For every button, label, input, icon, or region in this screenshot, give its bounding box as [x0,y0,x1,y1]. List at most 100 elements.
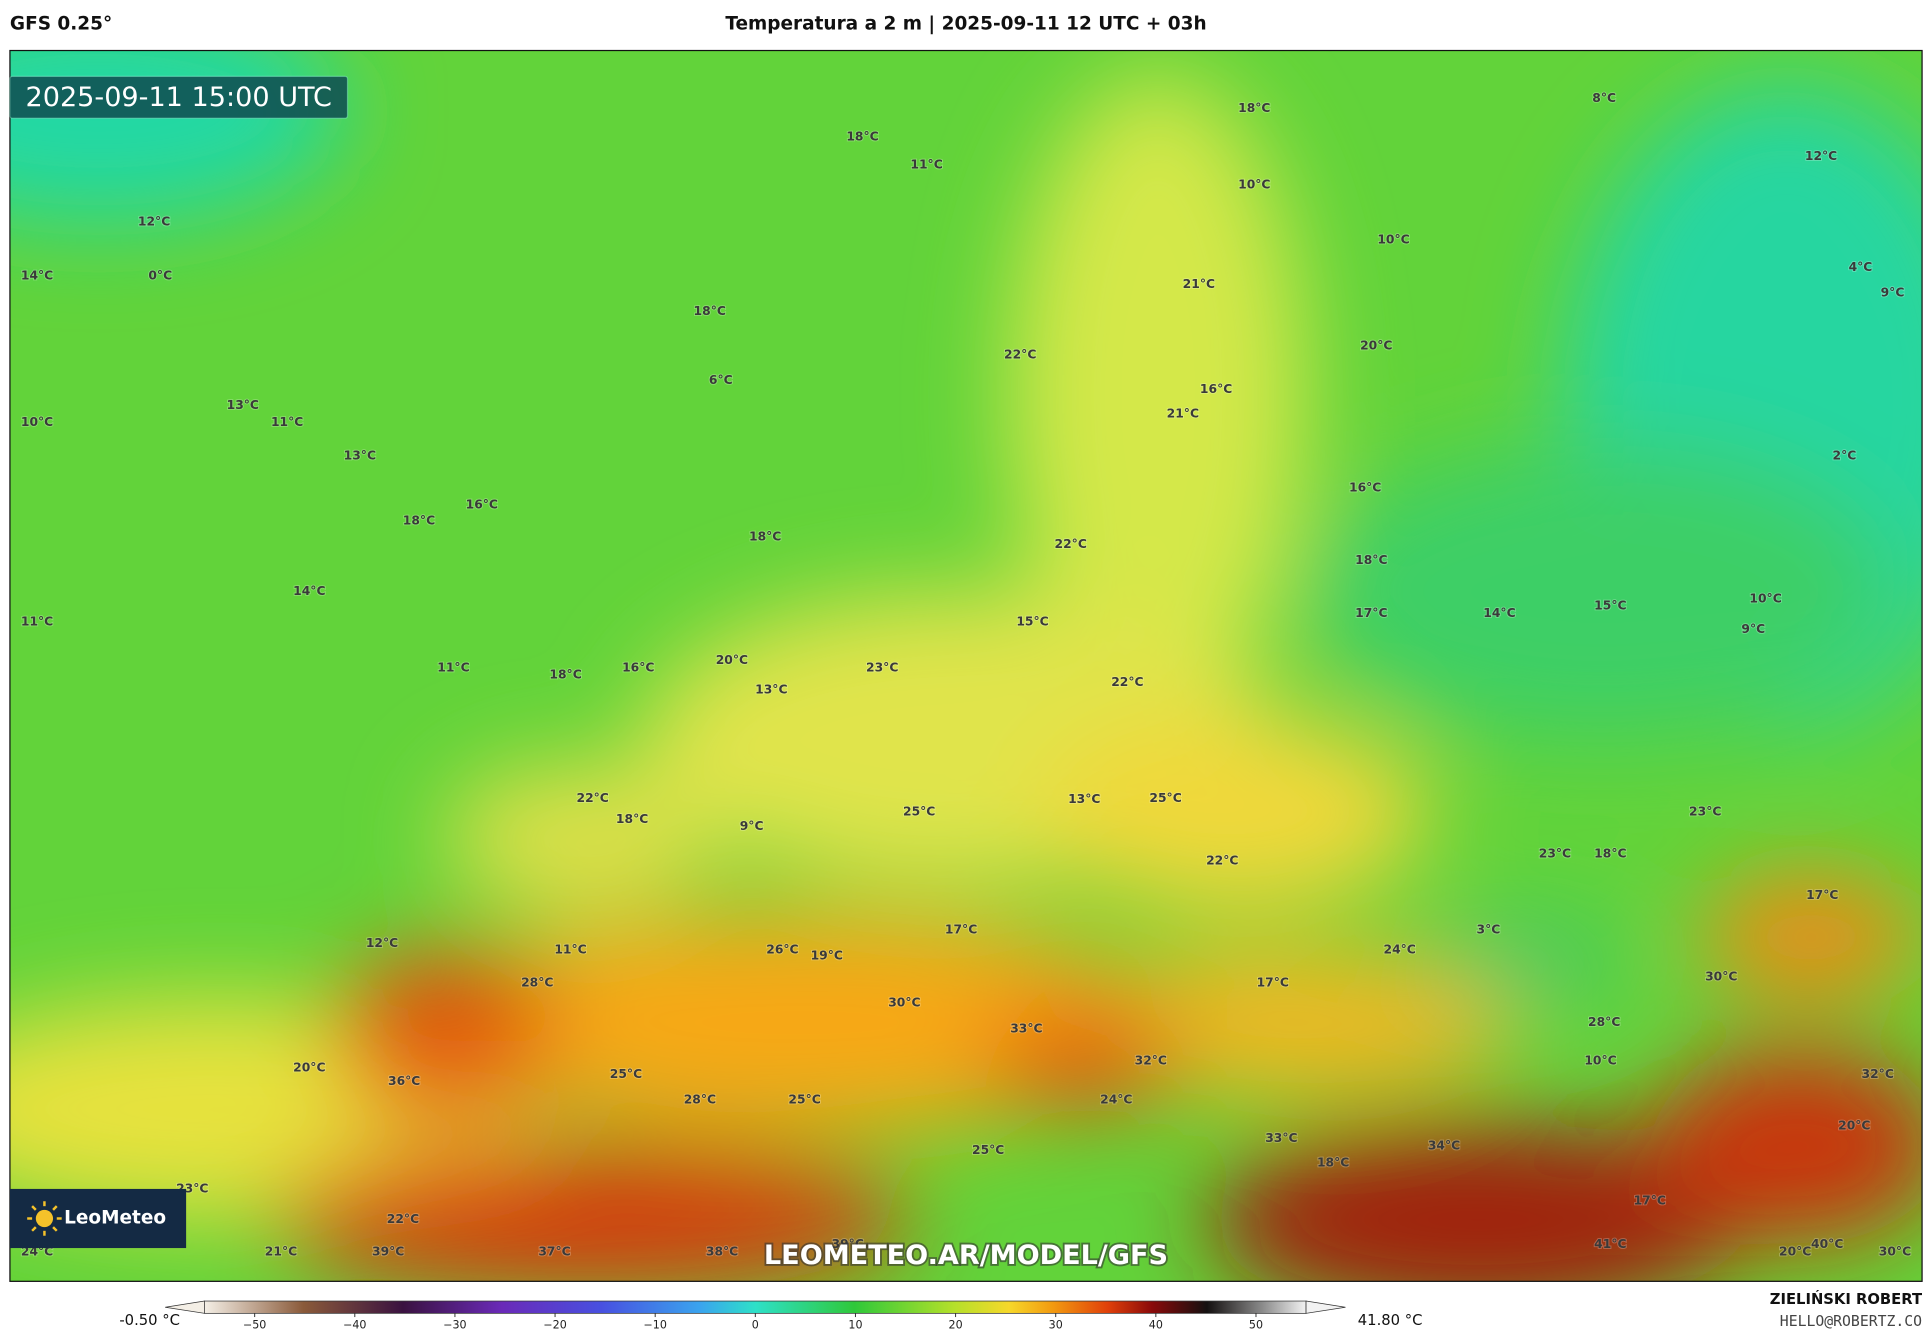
temperature-label: 16°C [1349,480,1381,494]
temperature-label: 25°C [788,1093,820,1107]
temperature-label: 24°C [1100,1093,1132,1107]
temperature-label: 17°C [945,923,977,937]
temperature-label: 14°C [21,268,53,282]
timestamp-box [9,75,349,119]
temperature-label: 22°C [387,1212,419,1226]
temperature-label: 23°C [1539,846,1571,860]
colorbar-min: -0.50 °C [119,1312,180,1329]
temperature-label: 28°C [521,976,553,990]
temperature-label: 39°C [832,1237,864,1251]
logo-icon [27,1201,62,1236]
temperature-label: 21°C [1167,406,1199,420]
temperature-label: 15°C [1594,599,1626,613]
temperature-label: 8°C [1592,91,1616,105]
temperature-label: 2°C [1833,448,1857,462]
colorbar-tick-label: 50 [1249,1319,1263,1332]
temperature-label: 40°C [1811,1237,1843,1251]
temperature-label: 18°C [694,304,726,318]
temperature-label: 10°C [1377,233,1409,247]
temperature-label: 28°C [684,1093,716,1107]
temperature-label: 30°C [888,995,920,1009]
temperature-label: 18°C [403,514,435,528]
temperature-label: 10°C [1238,177,1270,191]
contact: HELLO@ROBERTZ.CO [1780,1313,1922,1330]
colorbar-tick-label: −20 [543,1319,566,1332]
temperature-label: 11°C [271,415,303,429]
temperature-label: 16°C [622,660,654,674]
temperature-label: 16°C [1200,382,1232,396]
temperature-label: 26°C [766,942,798,956]
map-title: Temperatura a 2 m | 2025-09-11 12 UTC + … [725,14,1206,35]
temperature-label: 18°C [749,530,781,544]
temperature-label: 20°C [1360,339,1392,353]
temperature-label: 34°C [1428,1138,1460,1152]
temperature-label: 16°C [466,498,498,512]
author: ZIELIŃSKI ROBERT [1770,1290,1922,1308]
temperature-label: 33°C [1010,1021,1042,1035]
temperature-label: 10°C [1584,1053,1616,1067]
temperature-label: 17°C [1355,606,1387,620]
temperature-label: 11°C [554,942,586,956]
temperature-label: 20°C [1779,1244,1811,1258]
colorbar-max: 41.80 °C [1358,1312,1423,1329]
temperature-label: 32°C [1135,1053,1167,1067]
temperature-label: 23°C [1689,804,1721,818]
colorbar-tick-label: −40 [343,1319,366,1332]
model-name: GFS 0.25° [10,14,112,35]
temperature-label: 10°C [1749,591,1781,605]
temperature-label: 32°C [1862,1067,1894,1081]
temperature-label: 25°C [610,1067,642,1081]
temperature-label: 14°C [293,584,325,598]
timestamp: 2025-09-11 15:00 UTC [25,82,331,113]
temperature-label: 15°C [1016,615,1048,629]
temperature-label: 6°C [709,373,733,387]
temperature-label: 18°C [1317,1156,1349,1170]
temperature-label: 18°C [846,129,878,143]
temperature-label: 24°C [1384,942,1416,956]
temperature-label: 28°C [1588,1015,1620,1029]
temperature-label: 20°C [1838,1119,1870,1133]
temperature-label: 13°C [1068,792,1100,806]
temperature-label: 0°C [148,268,172,282]
temperature-label: 41°C [1594,1237,1626,1251]
temperature-label: 25°C [972,1143,1004,1157]
temperature-label: 18°C [549,668,581,682]
map-labels: 18°C 8°C 18°C 11°C 12°C 12°C 10°C 10°C 14°C 0°C 4°… [20,90,1912,1259]
temperature-label: 4°C [1849,260,1873,274]
temperature-label: 12°C [138,214,170,228]
colorbar-tick-label: 20 [949,1319,963,1332]
temperature-label: 23°C [866,660,898,674]
colorbar-tick-label: 30 [1049,1319,1063,1332]
map-frame [9,49,1923,1282]
temperature-label: 18°C [1594,846,1626,860]
colorbar-low-arrow [165,1300,205,1314]
temperature-label: 37°C [538,1244,570,1258]
colorbar: −50 −40 −30 −20 −10 0 10 20 30 40 50 [165,1300,1346,1332]
temperature-label: 22°C [1206,854,1238,868]
temperature-label: 18°C [1238,101,1270,115]
temperature-label: 3°C [1477,923,1501,937]
temperature-label: 9°C [1741,622,1765,636]
temperature-label: 11°C [21,615,53,629]
temperature-label: 20°C [293,1061,325,1075]
colorbar-tick-label: −30 [443,1319,466,1332]
temperature-label: 12°C [1805,149,1837,163]
temperature-label: 39°C [372,1244,404,1258]
temperature-label: 21°C [265,1244,297,1258]
temperature-label: 9°C [740,819,764,833]
temperature-label: 25°C [1149,791,1181,805]
colorbar-high-arrow [1305,1300,1346,1314]
temperature-label: 21°C [1183,277,1215,291]
temperature-label: 11°C [437,660,469,674]
colorbar-tick-label: −50 [243,1319,266,1332]
temperature-label: 30°C [1705,970,1737,984]
temperature-label: 38°C [706,1244,738,1258]
temperature-label: 9°C [1881,286,1905,300]
temperature-label: 18°C [1355,553,1387,567]
temperature-label: 22°C [1111,675,1143,689]
temperature-label: 19°C [811,949,843,963]
temperature-label: 22°C [577,791,609,805]
temperature-label: 18°C [616,812,648,826]
